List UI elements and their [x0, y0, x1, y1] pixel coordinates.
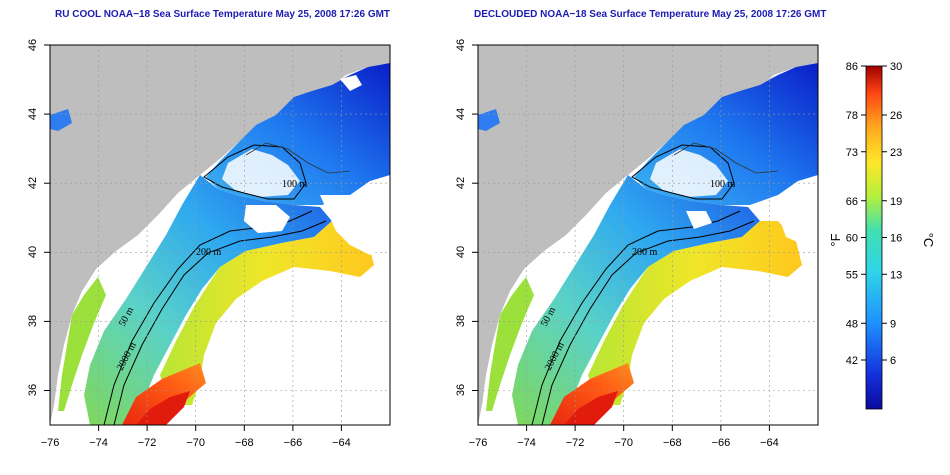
fahrenheit-tick-label: 48: [846, 318, 858, 330]
right-y-axis: 46 44 42 40 38 36: [455, 39, 478, 396]
x-tick-label: −70: [614, 437, 633, 449]
x-tick-label: −68: [235, 437, 254, 449]
cloud-mask: [340, 75, 362, 91]
temperature-colorbar: 86 30 78 26 73 23 66 19 60 16 55 13 48 9 42 6 °F °C: [828, 61, 936, 410]
x-tick-label: −76: [469, 437, 488, 449]
left-y-axis: 46 44 42 40 38 36: [27, 39, 50, 396]
cloud-mask: [244, 205, 290, 233]
cloud-mask: [320, 195, 390, 255]
y-tick-label: 38: [27, 315, 39, 327]
x-tick-label: −72: [566, 437, 585, 449]
plot-frame: [477, 44, 819, 426]
x-tick-label: −64: [760, 437, 779, 449]
fahrenheit-tick-label: 73: [846, 147, 858, 159]
x-tick-label: −74: [517, 437, 536, 449]
x-tick-label: −70: [186, 437, 205, 449]
x-tick-label: −74: [89, 437, 108, 449]
fahrenheit-tick-label: 60: [846, 233, 858, 245]
y-tick-label: 42: [455, 177, 467, 189]
cloud-mask: [686, 211, 712, 229]
colorbar-ticks: 86 30 78 26 73 23 66 19 60 16 55 13 48 9 42 6: [846, 61, 903, 367]
plot-frame: [49, 44, 391, 426]
x-tick-label: −76: [41, 437, 60, 449]
left-sst-map: 200 m 50 m 2000 m 100 m: [49, 44, 391, 426]
celsius-tick-label: 16: [890, 233, 902, 245]
y-tick-label: 38: [455, 315, 467, 327]
contour-label-100m: 100 m: [710, 179, 736, 190]
celsius-tick-label: 26: [890, 110, 902, 122]
contour-label-100m: 100 m: [282, 179, 308, 190]
right-sst-map: 200 m 50 m 2000 m 100 m: [477, 44, 819, 426]
y-tick-label: 44: [27, 108, 39, 120]
colorbar-gradient: [865, 65, 883, 410]
y-tick-label: 42: [27, 177, 39, 189]
left-map-title: RU COOL NOAA−18 Sea Surface Temperature …: [55, 9, 391, 20]
celsius-tick-label: 9: [890, 318, 896, 330]
y-tick-label: 46: [455, 39, 467, 51]
y-tick-label: 40: [455, 246, 467, 258]
y-tick-label: 36: [455, 384, 467, 396]
x-tick-label: −72: [138, 437, 157, 449]
x-tick-label: −66: [284, 437, 303, 449]
y-tick-label: 40: [27, 246, 39, 258]
fahrenheit-tick-label: 66: [846, 196, 858, 208]
x-tick-label: −68: [663, 437, 682, 449]
right-x-axis: −76 −74 −72 −70 −68 −66 −64: [469, 425, 779, 449]
y-tick-label: 46: [27, 39, 39, 51]
fahrenheit-tick-label: 86: [846, 61, 858, 73]
celsius-tick-label: 30: [890, 61, 902, 73]
celsius-axis-label: °C: [921, 233, 936, 248]
celsius-tick-label: 13: [890, 269, 902, 281]
cloud-mask: [778, 213, 818, 245]
celsius-tick-label: 23: [890, 147, 902, 159]
fahrenheit-tick-label: 78: [846, 110, 858, 122]
y-tick-label: 44: [455, 108, 467, 120]
fahrenheit-tick-label: 55: [846, 269, 858, 281]
x-tick-label: −66: [712, 437, 731, 449]
right-map-title: DECLOUDED NOAA−18 Sea Surface Temperatur…: [474, 9, 827, 20]
contour-label-200m: 200 m: [196, 247, 222, 258]
celsius-tick-label: 19: [890, 196, 902, 208]
celsius-tick-label: 6: [890, 355, 896, 367]
left-x-axis: −76 −74 −72 −70 −68 −66 −64: [41, 425, 351, 449]
x-tick-label: −64: [332, 437, 351, 449]
fahrenheit-axis-label: °F: [828, 233, 843, 246]
y-tick-label: 36: [27, 384, 39, 396]
fahrenheit-tick-label: 42: [846, 355, 858, 367]
contour-label-200m: 200 m: [632, 247, 658, 258]
